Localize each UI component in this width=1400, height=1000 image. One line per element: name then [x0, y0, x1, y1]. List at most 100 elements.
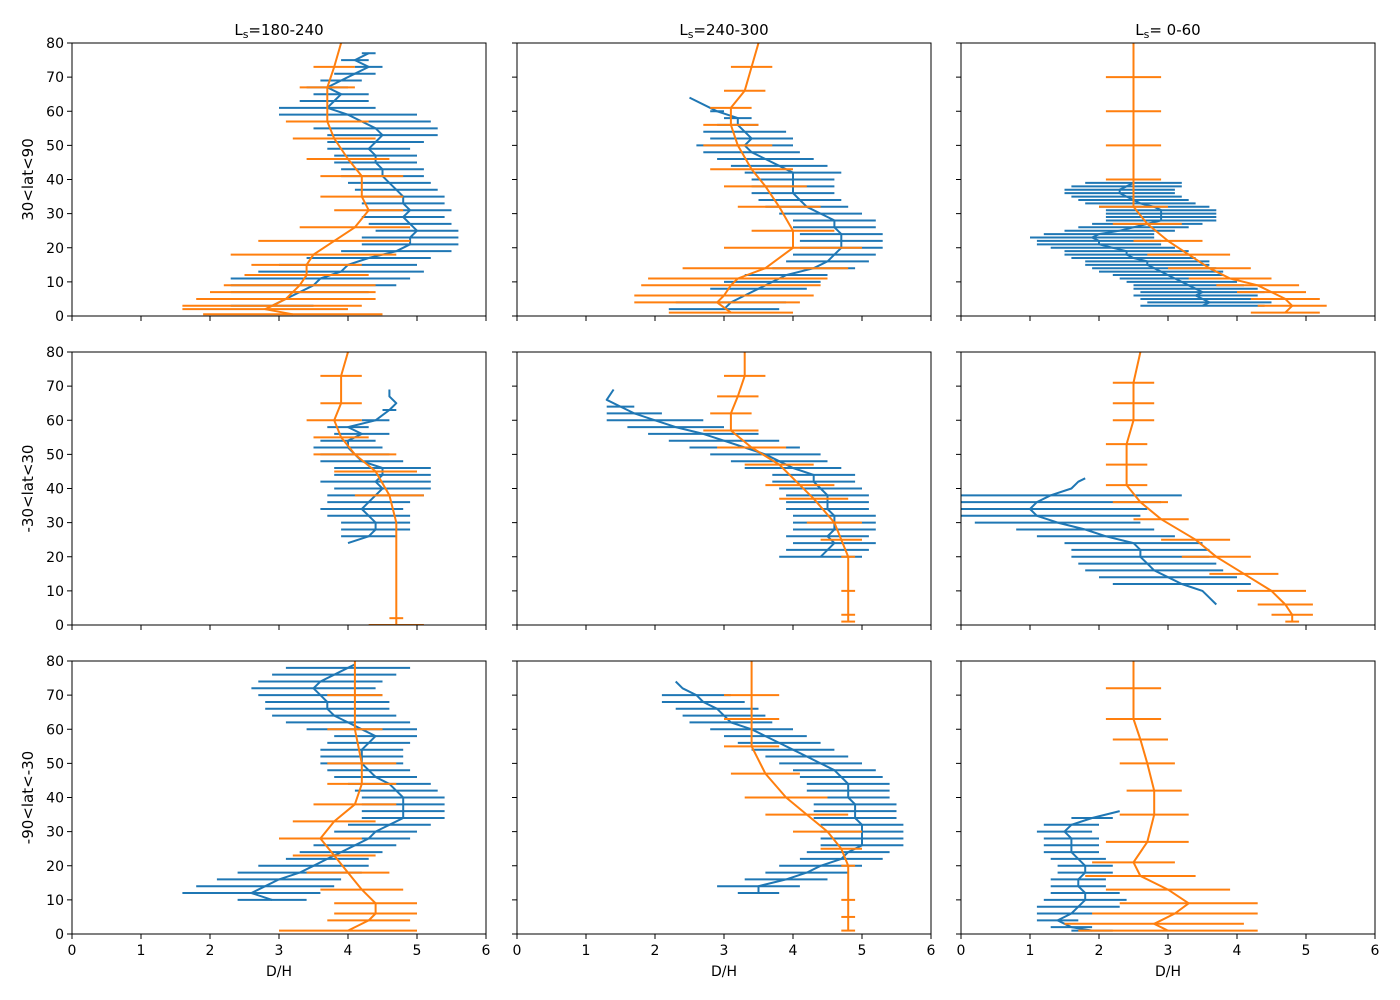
series-line-1	[729, 352, 850, 622]
y-tick-label-4: 40	[46, 791, 64, 807]
axes-frame	[516, 42, 932, 317]
panel-r0-c0: 0 10 20 30 40 50 60 70 80	[46, 36, 487, 325]
y-tick-label-2: 20	[46, 550, 64, 566]
panel-r2-c2: 0 1 2 3 4 5 6	[956, 660, 1380, 959]
y-tick-label-2: 20	[46, 859, 64, 875]
x-tick-label-5: 5	[858, 943, 867, 959]
series-0	[961, 477, 1251, 606]
y-tick-label-7: 70	[46, 688, 64, 704]
column-title-2: Ls= 0-60	[1135, 21, 1200, 41]
series-1	[634, 43, 862, 314]
column-title-1: Ls=240-300	[679, 21, 768, 41]
x-axis-label-1: D/H	[711, 964, 737, 980]
series-0	[1036, 810, 1127, 932]
plot-area	[661, 661, 904, 932]
axes-frame	[516, 351, 932, 626]
plot-area	[182, 43, 459, 316]
y-tick-label-8: 80	[46, 36, 64, 52]
y-tick-label-7: 70	[46, 379, 64, 395]
series-line-1	[264, 43, 370, 316]
series-0	[313, 389, 431, 545]
y-tick-label-4: 40	[46, 482, 64, 498]
x-tick-label-4: 4	[1233, 943, 1242, 959]
x-tick-label-0: 0	[513, 943, 522, 959]
series-line-0	[689, 96, 843, 310]
x-tick-label-6: 6	[482, 943, 491, 959]
x-tick-label-4: 4	[344, 943, 353, 959]
series-1	[703, 352, 862, 623]
y-tick-label-1: 10	[46, 584, 64, 600]
column-titles: Ls=180-240 Ls=240-300 Ls= 0-60	[234, 21, 1200, 41]
x-tick-label-0: 0	[957, 943, 966, 959]
panel-r0-c1	[512, 42, 932, 321]
y-tick-label-5: 50	[46, 138, 64, 154]
x-tick-label-1: 1	[582, 943, 591, 959]
y-tick-label-6: 60	[46, 722, 64, 738]
series-0	[605, 388, 876, 558]
x-tick-label-1: 1	[1026, 943, 1035, 959]
panel-r1-c2	[956, 351, 1376, 630]
y-tick-label-4: 40	[46, 173, 64, 189]
y-tick-label-0: 0	[55, 927, 64, 943]
plot-area	[634, 43, 883, 314]
row-label-0: 30<lat<90	[19, 138, 37, 221]
series-line-0	[1091, 182, 1211, 307]
y-tick-label-1: 10	[46, 275, 64, 291]
x-tick-label-6: 6	[1371, 943, 1380, 959]
y-tick-label-7: 70	[46, 70, 64, 86]
axes-frame	[960, 660, 1376, 935]
series-line-1	[1132, 43, 1294, 314]
plot-area	[182, 661, 445, 932]
plot-area	[605, 352, 876, 623]
x-tick-label-5: 5	[1302, 943, 1311, 959]
series-1	[306, 352, 424, 625]
series-line-0	[271, 52, 418, 307]
column-title-0: Ls=180-240	[234, 21, 323, 41]
plot-area	[1030, 43, 1327, 314]
x-tick-label-0: 0	[68, 943, 77, 959]
x-tick-label-3: 3	[1164, 943, 1173, 959]
series-0	[661, 680, 904, 895]
row-labels: 30<lat<90 -30<lat<30 -90<lat<-30	[19, 138, 37, 844]
y-tick-label-5: 50	[46, 756, 64, 772]
series-line-1	[716, 43, 794, 314]
series-0	[1030, 181, 1272, 307]
series-line-0	[347, 389, 398, 545]
y-tick-label-3: 30	[46, 516, 64, 532]
y-tick-label-3: 30	[46, 825, 64, 841]
series-1	[182, 43, 411, 316]
x-tick-label-1: 1	[137, 943, 146, 959]
panel-r1-c0: 0 10 20 30 40 50 60 70 80	[46, 345, 487, 634]
x-tick-label-6: 6	[927, 943, 936, 959]
series-line-1	[750, 661, 850, 931]
plot-area	[1036, 661, 1258, 932]
series-1	[1064, 661, 1258, 932]
panel-r0-c2	[956, 42, 1376, 321]
plot-area	[306, 352, 431, 625]
x-tick-label-5: 5	[413, 943, 422, 959]
series-line-1	[333, 352, 398, 625]
series-line-0	[1056, 810, 1120, 932]
y-tick-label-0: 0	[55, 618, 64, 634]
series-line-1	[1125, 352, 1294, 622]
y-tick-label-0: 0	[55, 309, 64, 325]
row-label-1: -30<lat<30	[19, 445, 37, 533]
y-tick-label-5: 50	[46, 447, 64, 463]
series-line-1	[1132, 661, 1190, 932]
y-tick-label-3: 30	[46, 207, 64, 223]
series-line-0	[1029, 477, 1218, 606]
x-tick-label-2: 2	[651, 943, 660, 959]
series-0	[182, 663, 445, 901]
panel-r2-c1: 0 1 2 3 4 5 6	[512, 660, 936, 959]
panel-r1-c1	[512, 351, 932, 630]
y-tick-label-8: 80	[46, 654, 64, 670]
x-axis-labels: D/H D/H D/H	[266, 964, 1181, 980]
x-axis-label-2: D/H	[1155, 964, 1181, 980]
series-line-0	[674, 680, 863, 893]
x-tick-label-3: 3	[275, 943, 284, 959]
series-1	[724, 661, 862, 932]
series-line-0	[605, 388, 836, 558]
